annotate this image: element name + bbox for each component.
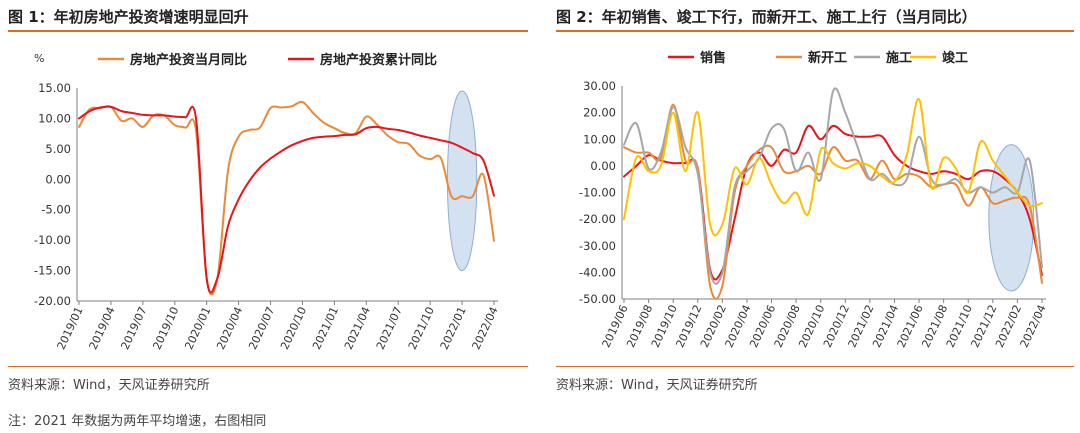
left-chart: 15.00 10.00 5.00 0.00 -5.00 -10.00 -15.00 -20.0… [34,52,501,352]
y-tick-label: 10.00 [583,132,616,146]
legend-label: 施工 [886,50,912,66]
legend-label: 销售 [700,50,726,66]
legend-label: 竣工 [942,50,968,66]
right-source: 资料来源：Wind，天风证券研究所 [556,378,758,393]
x-tick-label: 2021/07 [374,305,405,352]
y-tick-label: 10.00 [38,111,71,125]
series-line [623,103,1043,300]
legend-label: 房地产投资当月同比 [130,52,247,68]
left-source-rule [8,366,528,367]
y-tick-label: -40.00 [579,265,616,279]
series-line [623,87,1043,285]
y-tick-label: -20.00 [579,212,616,226]
x-tick-label: 2021/10 [406,305,437,352]
right-chart-title: 图 2：年初销售、竣工下行，而新开工、施工上行（当月同比） [556,8,977,26]
y-axis-unit-label: % [34,52,44,65]
y-tick-label: -20.00 [34,294,71,308]
y-tick-label: -15.00 [34,264,71,278]
x-tick-label: 2020/04 [214,305,245,352]
footnote: 注：2021 年数据为两年平均增速，右图相同 [8,414,267,429]
y-tick-label: -30.00 [579,239,616,253]
y-tick-label: 0.00 [45,172,71,186]
x-tick-label: 2021/04 [342,305,373,352]
left-title-rule [8,30,528,32]
left-source: 资料来源：Wind，天风证券研究所 [8,378,210,393]
y-tick-label: -50.00 [579,292,616,306]
legend-label: 新开工 [808,50,847,66]
highlight-ellipse [446,90,478,272]
x-tick-label: 2020/10 [278,305,309,352]
y-tick-label: 0.00 [590,159,616,173]
y-tick-label: 15.00 [38,81,71,95]
x-tick-label: 2020/01 [182,305,213,352]
x-tick-label: 2021/01 [310,305,341,352]
series-line [623,98,1043,237]
x-tick-label: 2019/07 [118,305,149,352]
y-tick-label: 30.00 [583,79,616,93]
x-tick-label: 2022/01 [438,305,469,352]
left-chart-title: 图 1：年初房地产投资增速明显回升 [8,8,249,26]
right-source-rule [556,366,1074,367]
y-tick-label: -10.00 [579,186,616,200]
x-tick-label: 2019/01 [55,305,86,352]
x-tick-label: 2019/04 [87,305,118,352]
series-line [78,105,495,294]
x-tick-label: 2022/04 [470,305,501,352]
y-tick-label: -5.00 [41,203,71,217]
highlight-ellipse [988,144,1035,292]
x-tick-label: 2020/07 [246,305,277,352]
series-line [78,100,495,296]
y-tick-label: 5.00 [45,142,71,156]
y-tick-label: -10.00 [34,233,71,247]
legend-label: 房地产投资累计同比 [320,52,437,68]
y-tick-label: 20.00 [583,106,616,120]
right-title-rule [556,30,1074,32]
x-tick-label: 2019/10 [150,305,181,352]
right-chart: 30.00 20.00 10.00 0.00 -10.00 -20.00 -30.00 -40… [579,50,1049,350]
